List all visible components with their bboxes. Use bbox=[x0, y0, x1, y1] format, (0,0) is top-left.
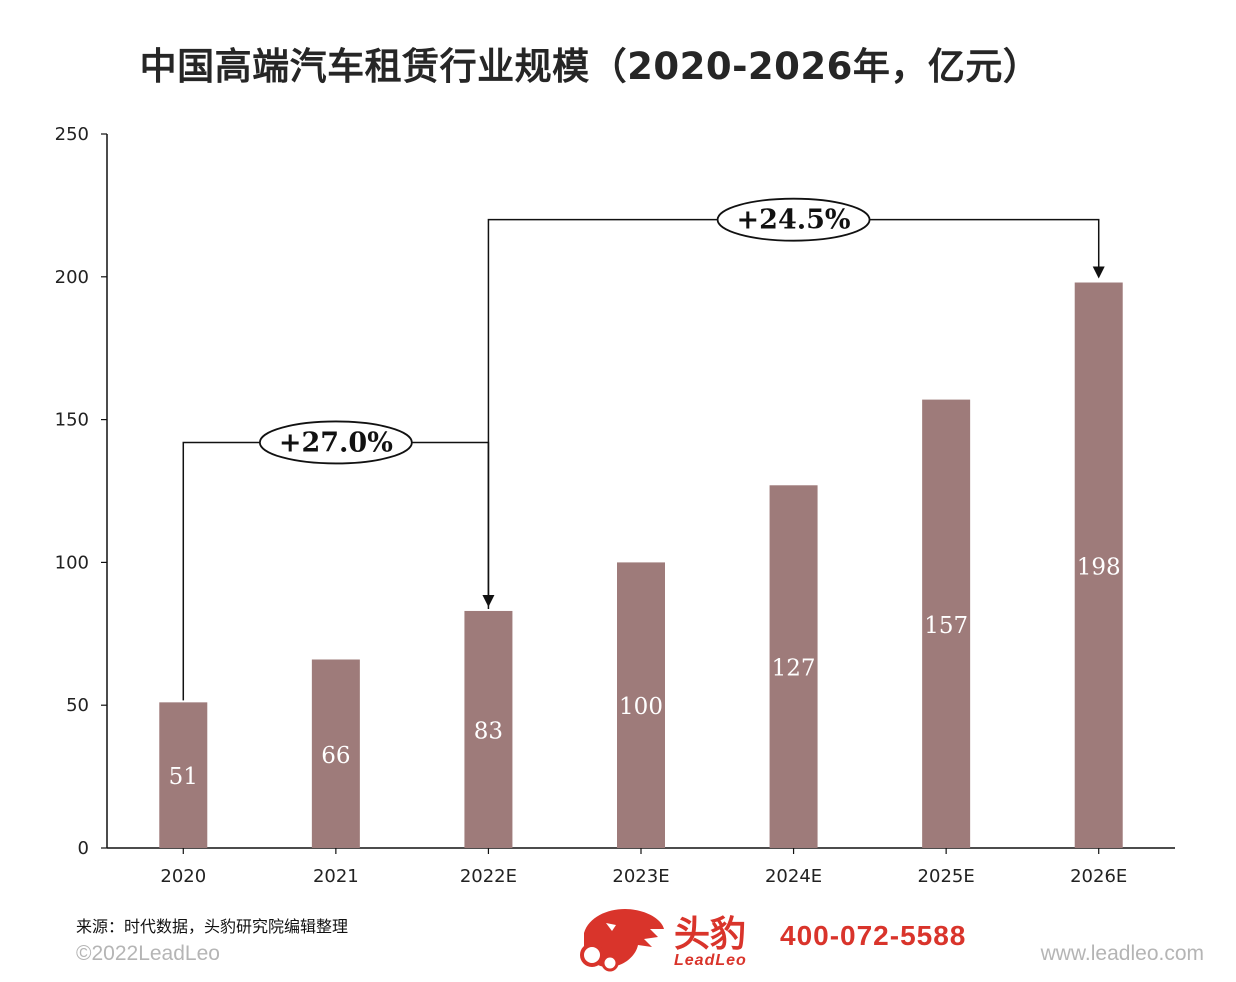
bar-data-label: 100 bbox=[619, 694, 663, 720]
brand-name-en: LeadLeo bbox=[674, 952, 747, 969]
y-tick-label: 50 bbox=[66, 695, 89, 716]
bar-data-label: 83 bbox=[474, 718, 503, 744]
y-tick-label: 150 bbox=[55, 410, 89, 431]
brand-name-cn: 头豹 bbox=[674, 914, 747, 955]
bar bbox=[311, 659, 360, 848]
x-tick-label: 2023E bbox=[612, 866, 669, 887]
x-tick-label: 2022E bbox=[460, 866, 517, 887]
growth-rate-label: +24.5% bbox=[737, 205, 851, 236]
bar-data-label: 157 bbox=[924, 613, 968, 639]
leopard-logo-icon bbox=[580, 909, 664, 972]
bar bbox=[769, 485, 818, 848]
phone-number: 400-072-5588 bbox=[780, 920, 967, 951]
x-tick-label: 2026E bbox=[1070, 866, 1127, 887]
x-tick-label: 2020 bbox=[160, 866, 206, 887]
growth-rate-label: +27.0% bbox=[279, 427, 393, 458]
chart-title: 中国高端汽车租赁行业规模（2020-2026年，亿元） bbox=[139, 45, 1041, 88]
growth-ellipse bbox=[258, 420, 413, 465]
brand-block: 头豹 LeadLeo 400-072-5588 bbox=[578, 903, 988, 975]
bar bbox=[1074, 282, 1123, 849]
bar-chart: 0 50 100 150 200 250 51 2020 66 2021 83 2022E 100 20… bbox=[55, 124, 1175, 887]
bar bbox=[159, 702, 208, 848]
arrow-down-icon bbox=[1092, 266, 1105, 279]
copyright: ©2022LeadLeo bbox=[76, 942, 220, 965]
y-tick-label: 200 bbox=[55, 267, 89, 288]
x-tick-label: 2024E bbox=[765, 866, 822, 887]
bar-data-label: 127 bbox=[772, 656, 816, 682]
y-tick-label: 250 bbox=[55, 124, 89, 145]
y-tick-label: 100 bbox=[55, 552, 89, 573]
bar-data-label: 66 bbox=[321, 743, 350, 769]
growth-ellipse bbox=[716, 197, 871, 242]
bar bbox=[464, 610, 513, 848]
bar-data-label: 51 bbox=[169, 764, 198, 790]
source-note: 来源：时代数据，头豹研究院编辑整理 bbox=[76, 917, 349, 936]
x-tick-label: 2025E bbox=[918, 866, 975, 887]
bar bbox=[617, 562, 665, 848]
bar-data-label: 198 bbox=[1077, 554, 1121, 580]
y-tick-label: 0 bbox=[78, 838, 89, 859]
x-tick-label: 2021 bbox=[313, 866, 359, 887]
website-link[interactable]: www.leadleo.com bbox=[1040, 942, 1204, 965]
bar bbox=[922, 399, 971, 848]
